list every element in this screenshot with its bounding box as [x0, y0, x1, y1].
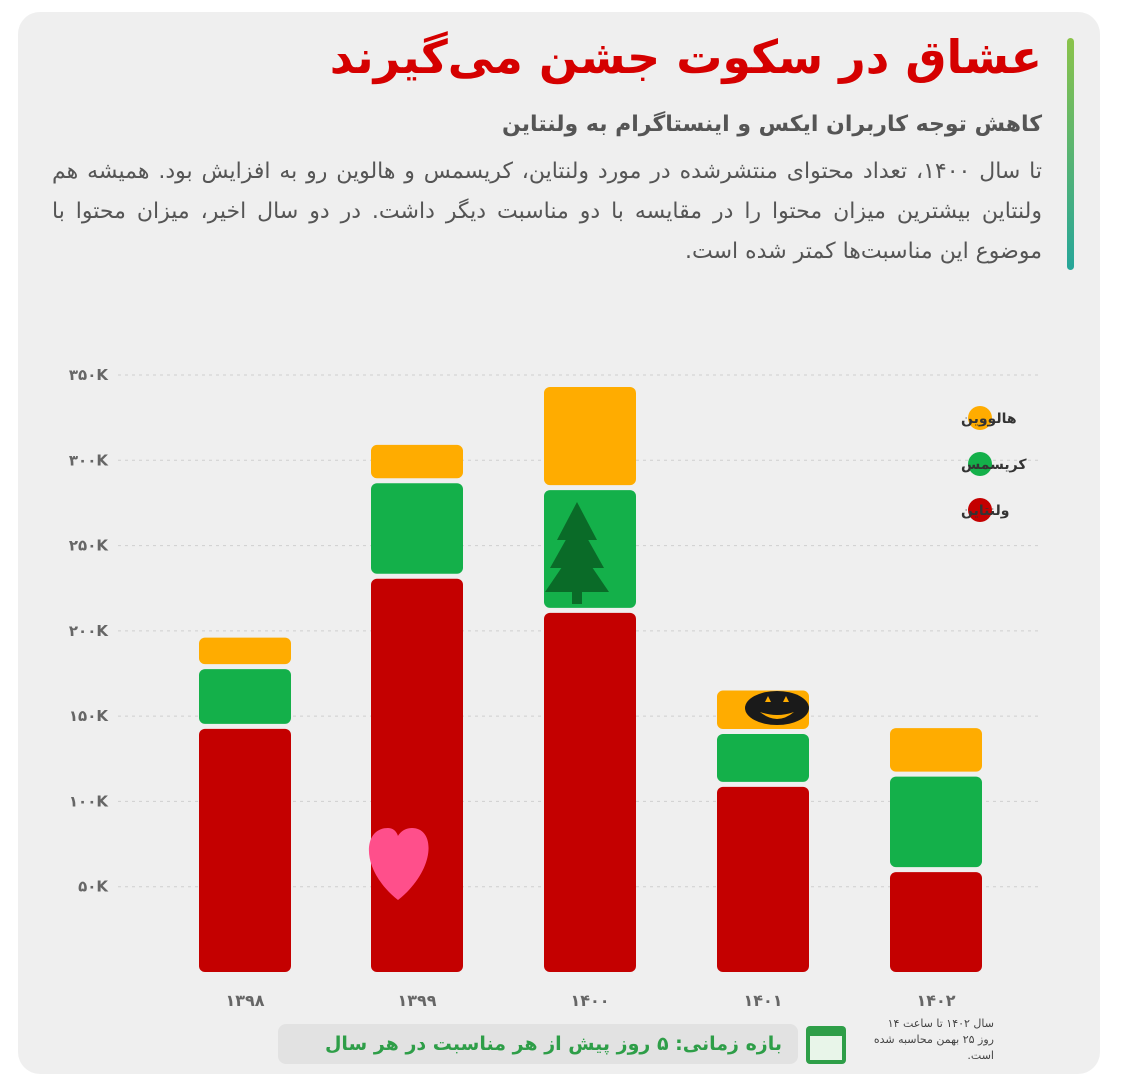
- x-tick-label: ۱۴۰۰: [570, 991, 609, 1010]
- bar-segment: [544, 386, 636, 486]
- legend-label: ولنتاین: [961, 503, 1010, 519]
- bar-segment: [890, 776, 982, 868]
- bar-segment: [371, 444, 463, 479]
- y-tick-label: ۲۰۰K: [69, 622, 109, 640]
- tree-icon: [545, 502, 609, 604]
- bar-segment: [544, 612, 636, 972]
- x-tick-label: ۱۳۹۹: [397, 991, 436, 1010]
- accent-bar: [1067, 38, 1074, 270]
- description: تا سال ۱۴۰۰، تعداد محتوای منتشرشده در مو…: [52, 159, 1043, 264]
- bar-segment: [717, 786, 809, 972]
- bar-segment: [890, 872, 982, 972]
- y-tick-label: ۳۰۰K: [69, 451, 109, 469]
- calendar-icon: [806, 1026, 846, 1064]
- bar-segment: [371, 483, 463, 574]
- bar-segment: [199, 728, 291, 972]
- pumpkin-icon: [745, 691, 809, 725]
- legend-swatch: [968, 452, 992, 476]
- bar-segment: [890, 728, 982, 772]
- note: سال ۱۴۰۲ تا ساعت ۱۴ روز ۲۵ بهمن محاسبه ش…: [873, 1017, 994, 1062]
- subtitle: کاهش توجه کاربران ایکس و اینستاگرام به و…: [502, 112, 1042, 137]
- y-tick-label: ۱۰۰K: [69, 792, 109, 810]
- title: عشاق در سکوت جشن می‌گیرند: [329, 30, 1042, 84]
- y-tick-label: ۳۵۰K: [69, 366, 109, 384]
- heart-icon: [368, 828, 429, 900]
- bar-segment: [199, 669, 291, 724]
- legend-label: کریسمس: [961, 457, 1027, 473]
- y-tick-label: ۲۵۰K: [69, 537, 109, 555]
- x-tick-label: ۱۴۰۱: [743, 991, 782, 1010]
- x-tick-label: ۱۳۹۸: [225, 991, 264, 1010]
- x-tick-label: ۱۴۰۲: [916, 991, 955, 1010]
- bar-segment: [199, 637, 291, 665]
- bar-segment: [717, 733, 809, 782]
- y-tick-label: ۱۵۰K: [69, 707, 109, 725]
- time-range: بازه زمانی: ۵ روز پیش از هر مناسبت در هر…: [278, 1024, 798, 1064]
- legend-swatch: [968, 498, 992, 522]
- y-tick-label: ۵۰K: [78, 878, 109, 896]
- legend-label: هالووین: [961, 411, 1017, 427]
- legend-swatch: [968, 406, 992, 430]
